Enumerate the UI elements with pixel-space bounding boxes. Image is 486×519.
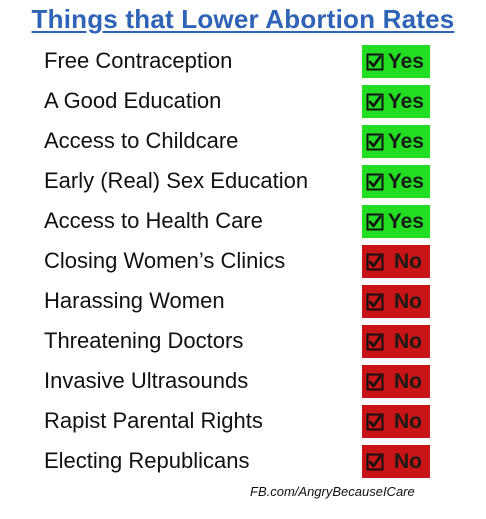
checked-box-icon xyxy=(366,213,384,230)
checked-box-icon xyxy=(366,173,384,190)
list-item: Electing Republicans No xyxy=(44,442,434,482)
checked-box-icon xyxy=(366,413,384,430)
answer-text: No xyxy=(394,329,422,353)
checked-box-icon xyxy=(366,53,384,70)
answer-badge: No xyxy=(362,325,430,358)
answer-text: Yes xyxy=(387,169,424,193)
checked-box-icon xyxy=(366,373,384,390)
item-label: Harassing Women xyxy=(44,288,225,313)
item-label: Free Contraception xyxy=(44,48,233,73)
answer-text: No xyxy=(394,249,422,273)
list-item: Invasive Ultrasounds No xyxy=(44,362,434,402)
item-label: A Good Education xyxy=(44,88,222,113)
answer-badge: No xyxy=(362,365,430,398)
footer-credit: FB.com/AngryBecauseICare xyxy=(250,484,415,499)
item-label: Threatening Doctors xyxy=(44,328,244,353)
list-item: Free Contraception Yes xyxy=(44,42,434,82)
answer-text: No xyxy=(394,369,422,393)
checked-box-icon xyxy=(366,293,384,310)
list-item: Closing Women’s Clinics No xyxy=(44,242,434,282)
checked-box-icon xyxy=(366,133,384,150)
list-item: Threatening Doctors No xyxy=(44,322,434,362)
item-label: Closing Women’s Clinics xyxy=(44,248,286,273)
answer-text: Yes xyxy=(387,89,424,113)
answer-badge: No xyxy=(362,285,430,318)
answer-text: Yes xyxy=(387,49,424,73)
answer-badge: No xyxy=(362,405,430,438)
checked-box-icon xyxy=(366,93,384,110)
page-title: Things that Lower Abortion Rates xyxy=(31,4,455,34)
answer-text: No xyxy=(394,449,422,473)
answer-badge: Yes xyxy=(362,165,430,198)
answer-text: Yes xyxy=(387,209,424,233)
item-list: Free Contraception Yes A Good Education … xyxy=(44,42,434,482)
answer-badge: Yes xyxy=(362,125,430,158)
list-item: Early (Real) Sex Education Yes xyxy=(44,162,434,202)
answer-badge: No xyxy=(362,445,430,478)
list-item: A Good Education Yes xyxy=(44,82,434,122)
answer-text: Yes xyxy=(387,129,424,153)
answer-text: No xyxy=(394,289,422,313)
list-item: Rapist Parental Rights No xyxy=(44,402,434,442)
answer-badge: No xyxy=(362,245,430,278)
item-label: Electing Republicans xyxy=(44,448,250,473)
item-label: Early (Real) Sex Education xyxy=(44,168,309,193)
answer-text: No xyxy=(394,409,422,433)
answer-badge: Yes xyxy=(362,205,430,238)
item-label: Invasive Ultrasounds xyxy=(44,368,249,393)
item-label: Access to Childcare xyxy=(44,128,239,153)
checked-box-icon xyxy=(366,453,384,470)
item-label: Access to Health Care xyxy=(44,208,263,233)
checked-box-icon xyxy=(366,253,384,270)
answer-badge: Yes xyxy=(362,45,430,78)
list-item: Harassing Women No xyxy=(44,282,434,322)
item-label: Rapist Parental Rights xyxy=(44,408,263,433)
list-item: Access to Childcare Yes xyxy=(44,122,434,162)
checked-box-icon xyxy=(366,333,384,350)
answer-badge: Yes xyxy=(362,85,430,118)
list-item: Access to Health Care Yes xyxy=(44,202,434,242)
